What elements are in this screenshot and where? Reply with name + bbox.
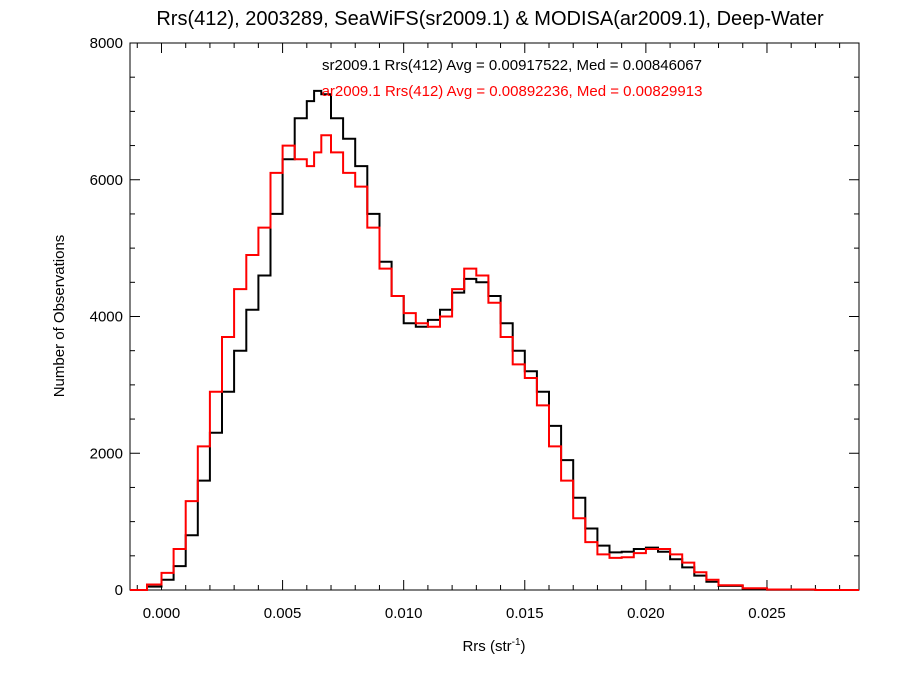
x-tick-label: 0.000 xyxy=(143,605,181,622)
y-axis: 0 2000 4000 6000 8000 xyxy=(90,35,859,599)
y-tick-label: 4000 xyxy=(90,309,123,326)
chart-title: Rrs(412), 2003289, SeaWiFS(sr2009.1) & M… xyxy=(156,8,824,30)
x-tick-label: 0.015 xyxy=(506,605,544,622)
y-tick-label: 0 xyxy=(115,582,123,599)
y-axis-label: Number of Observations xyxy=(51,235,68,398)
x-axis-label-sup: -1 xyxy=(512,637,521,648)
x-axis-label: Rrs (str-1) xyxy=(462,637,525,655)
x-tick-label: 0.020 xyxy=(627,605,665,622)
y-tick-label: 8000 xyxy=(90,35,123,52)
y-tick-label: 2000 xyxy=(90,445,123,462)
x-tick-label: 0.005 xyxy=(264,605,302,622)
x-axis-label-close: ) xyxy=(521,638,526,655)
x-tick-label: 0.010 xyxy=(385,605,423,622)
x-axis: 0.000 0.005 0.010 0.015 0.020 0.025 xyxy=(136,43,841,622)
y-tick-label: 6000 xyxy=(90,172,123,189)
x-axis-label-main: Rrs (str xyxy=(462,638,511,655)
x-tick-label: 0.025 xyxy=(748,605,786,622)
annotation-ar2009: ar2009.1 Rrs(412) Avg = 0.00892236, Med … xyxy=(322,83,703,100)
series-line-1 xyxy=(130,134,859,591)
annotation-sr2009: sr2009.1 Rrs(412) Avg = 0.00917522, Med … xyxy=(322,57,702,74)
series-group xyxy=(130,89,859,591)
